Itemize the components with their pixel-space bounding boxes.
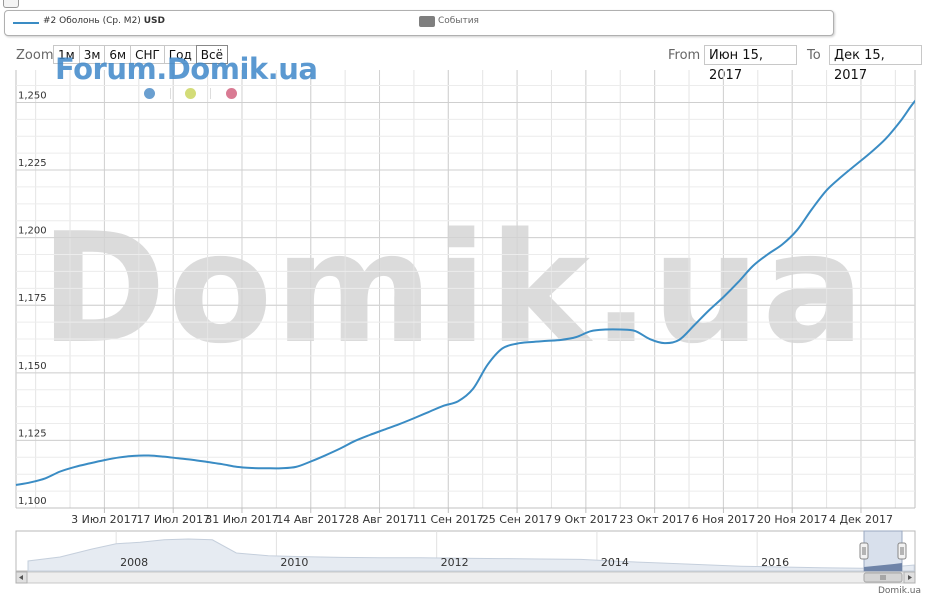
range-from-input[interactable]: Июн 15, 2017	[704, 45, 797, 83]
legend-events-label[interactable]: События	[438, 16, 479, 26]
legend-series-unit: USD	[143, 16, 165, 26]
navigator-area	[27, 538, 915, 572]
credit-label[interactable]: Domik.ua	[878, 586, 921, 596]
navigator-year-label: 2014	[601, 556, 629, 569]
range-to-input[interactable]: Дек 15, 2017	[829, 45, 922, 83]
y-tick-label: 1,200	[18, 226, 47, 237]
x-tick-label: 28 Авг 2017	[345, 513, 414, 526]
events-swatch[interactable]	[419, 16, 435, 27]
navigator-handle[interactable]	[859, 542, 869, 560]
color-dot-pink	[226, 88, 237, 99]
x-tick-label: 3 Июл 2017	[71, 513, 138, 526]
x-tick-label: 23 Окт 2017	[619, 513, 690, 526]
range-to-label: To	[807, 48, 821, 63]
zoom-6m-button[interactable]: 6м	[104, 45, 132, 64]
y-tick-label: 1,125	[18, 428, 47, 439]
x-tick-label: 17 Июл 2017	[136, 513, 210, 526]
zoom-3m-button[interactable]: 3м	[78, 45, 106, 64]
series-line-obolon	[15, 99, 915, 487]
color-dot-yellow	[185, 88, 196, 99]
color-dot-blue	[144, 88, 155, 99]
zoom-ytd-button[interactable]: СНГ	[130, 45, 165, 64]
legend-toggle-handle[interactable]	[3, 0, 19, 8]
dot-separator	[170, 88, 171, 99]
y-tick-label: 1,150	[18, 361, 47, 372]
scroll-right-arrow-icon	[908, 575, 912, 580]
navigator-year-label: 2016	[761, 556, 789, 569]
x-tick-label: 6 Ноя 2017	[692, 513, 756, 526]
zoom-buttons: 1м 3м 6м СНГ Год Всё	[53, 45, 228, 64]
zoom-1y-button[interactable]: Год	[163, 45, 197, 64]
x-tick-label: 4 Дек 2017	[829, 513, 893, 526]
y-tick-label: 1,225	[18, 158, 47, 169]
range-from-label: From	[668, 48, 701, 63]
x-tick-label: 20 Ноя 2017	[757, 513, 828, 526]
forum-watermark: Forum.Domik.ua	[55, 52, 318, 86]
x-tick-label: 31 Июл 2017	[205, 513, 279, 526]
x-tick-label: 11 Сен 2017	[413, 513, 484, 526]
scroll-left-arrow-icon	[19, 575, 23, 580]
zoom-label: Zoom	[16, 48, 54, 63]
y-tick-label: 1,175	[18, 293, 47, 304]
legend-series-item[interactable]: #2 Оболонь (Ср. М2) USD	[43, 16, 165, 26]
zoom-all-button[interactable]: Всё	[195, 45, 228, 64]
chart-legend: #2 Оболонь (Ср. М2) USD События	[4, 10, 834, 36]
series-color-line	[13, 22, 39, 24]
navigator-selection-series	[864, 563, 902, 571]
navigator-year-label: 2008	[120, 556, 148, 569]
scrollbar-track	[15, 571, 916, 584]
navigator-handle[interactable]	[897, 542, 907, 560]
navigator-year-label: 2012	[441, 556, 469, 569]
y-tick-label: 1,100	[18, 496, 47, 507]
x-tick-label: 9 Окт 2017	[554, 513, 618, 526]
legend-series-label: #2 Оболонь (Ср. М2)	[43, 16, 141, 26]
dot-separator	[210, 88, 211, 99]
y-tick-label: 1,250	[18, 90, 47, 101]
x-tick-label: 25 Сен 2017	[482, 513, 553, 526]
x-tick-label: 14 Авг 2017	[276, 513, 345, 526]
navigator-year-label: 2010	[280, 556, 308, 569]
